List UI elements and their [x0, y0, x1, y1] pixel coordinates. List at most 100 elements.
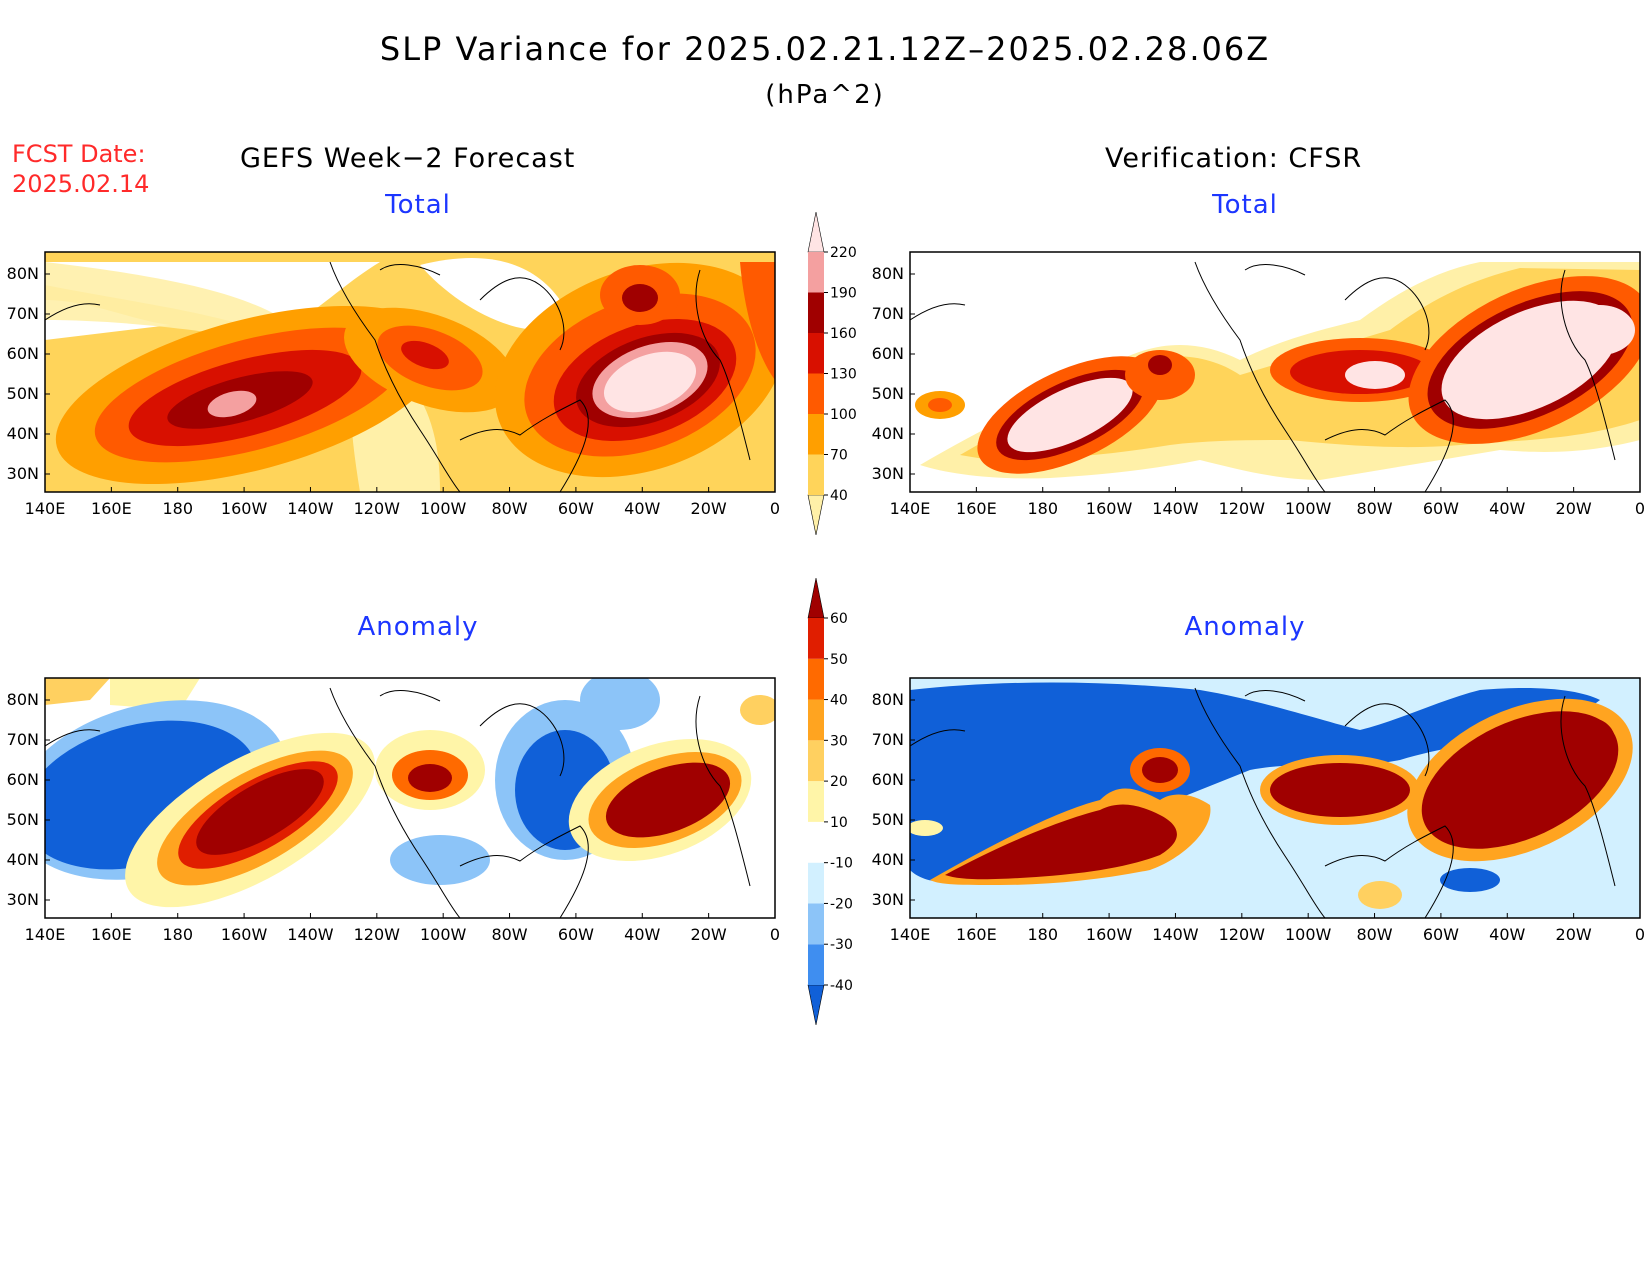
forecast-anomaly-lon-label: 140E — [25, 925, 66, 944]
colorbar-swatch — [808, 821, 824, 863]
verification-total-lat-label: 80N — [872, 264, 904, 283]
verification-total-lon-label: 0 — [1635, 499, 1645, 518]
forecast-column-title: GEFS Week−2 Forecast — [240, 143, 576, 174]
forecast-anomaly-lon-label: 120W — [354, 925, 401, 944]
verification-total-lon-label: 80W — [1356, 499, 1392, 518]
colorbar-tick-label: 60 — [830, 611, 848, 627]
forecast-total-lon-label: 60W — [558, 499, 594, 518]
forecast-anomaly-lat-label: 80N — [7, 690, 39, 709]
figure-title: SLP Variance for 2025.02.21.12Z–2025.02.… — [379, 30, 1271, 68]
colorbar-tick-label: 70 — [830, 448, 848, 464]
colorbar-tick-label: -40 — [830, 978, 853, 994]
total-colorbar: 40 70 100 130 160 190 220 — [807, 211, 857, 536]
verification-anomaly-map — [909, 677, 1641, 919]
verification-total-lon-label: 140E — [890, 499, 931, 518]
fcst-date-label: FCST Date: — [12, 140, 146, 168]
forecast-total-lon-label: 140W — [287, 499, 334, 518]
forecast-total-lat-label: 40N — [7, 424, 39, 443]
forecast-total-lon-label: 140E — [25, 499, 66, 518]
colorbar-swatch — [808, 944, 824, 985]
verification-anomaly-lon-label: 100W — [1285, 925, 1332, 944]
fcst-date-value: 2025.02.14 — [12, 170, 150, 198]
verification-total-lon-label: 20W — [1556, 499, 1592, 518]
forecast-total-title: Total — [385, 190, 451, 220]
verification-total-lon-label: 140W — [1152, 499, 1199, 518]
verification-anomaly-lat-label: 60N — [872, 770, 904, 789]
verification-total-lat-label: 40N — [872, 424, 904, 443]
colorbar-swatch — [808, 781, 824, 822]
forecast-total-lat-label: 70N — [7, 304, 39, 323]
forecast-total-lat-label: 50N — [7, 384, 39, 403]
verification-total-lon-label: 100W — [1285, 499, 1332, 518]
verification-total-lon-label: 160E — [956, 499, 997, 518]
colorbar-tick-label: 40 — [830, 693, 848, 709]
verification-anomaly-lon-label: 160W — [1086, 925, 1133, 944]
verification-anomaly-lon-label: 20W — [1556, 925, 1592, 944]
verification-anomaly-lat-label: 30N — [872, 890, 904, 909]
verification-total-lat-label: 30N — [872, 464, 904, 483]
colorbar-tick-label: 160 — [830, 326, 857, 342]
verification-total-lat-label: 60N — [872, 344, 904, 363]
verification-anomaly-lon-label: 60W — [1423, 925, 1459, 944]
verification-anomaly-lon-label: 40W — [1489, 925, 1525, 944]
verification-total-lon-label: 180 — [1027, 499, 1058, 518]
forecast-total-lon-label: 80W — [491, 499, 527, 518]
forecast-total-lat-label: 60N — [7, 344, 39, 363]
colorbar-swatch — [808, 292, 824, 333]
forecast-anomaly-lon-label: 100W — [420, 925, 467, 944]
verification-total-lon-label: 40W — [1489, 499, 1525, 518]
verification-total-lon-label: 60W — [1423, 499, 1459, 518]
verification-anomaly-lon-label: 140W — [1152, 925, 1199, 944]
colorbar-tick-label: 40 — [830, 488, 848, 504]
forecast-anomaly-lon-label: 80W — [491, 925, 527, 944]
verification-total-map — [909, 251, 1641, 493]
colorbar-tick-label: -10 — [830, 856, 853, 872]
verification-anomaly-lon-label: 80W — [1356, 925, 1392, 944]
units-label: (hPa^2) — [765, 80, 885, 110]
forecast-anomaly-lat-label: 60N — [7, 770, 39, 789]
forecast-anomaly-lat-label: 70N — [7, 730, 39, 749]
forecast-anomaly-lon-label: 40W — [624, 925, 660, 944]
verification-total-lat-label: 50N — [872, 384, 904, 403]
colorbar-swatch — [808, 740, 824, 782]
verification-column-title: Verification: CFSR — [1105, 143, 1363, 174]
anomaly-colorbar: -40 -30 -20 -10 10 20 30 40 50 60 — [807, 577, 853, 1026]
colorbar-tick-label: 30 — [830, 733, 848, 749]
verification-total-lon-label: 160W — [1086, 499, 1133, 518]
forecast-total-map — [44, 251, 776, 493]
verification-anomaly-lat-label: 50N — [872, 810, 904, 829]
verification-anomaly-lon-label: 180 — [1027, 925, 1058, 944]
verification-anomaly-lat-label: 40N — [872, 850, 904, 869]
forecast-total-lon-label: 180 — [162, 499, 193, 518]
forecast-anomaly-lat-label: 50N — [7, 810, 39, 829]
colorbar-swatch — [808, 373, 824, 414]
forecast-anomaly-title: Anomaly — [357, 612, 479, 642]
verification-total-lat-label: 70N — [872, 304, 904, 323]
forecast-anomaly-lon-label: 180 — [162, 925, 193, 944]
forecast-total-lon-label: 120W — [354, 499, 401, 518]
colorbar-swatch — [808, 699, 824, 741]
forecast-anomaly-lon-label: 160E — [91, 925, 132, 944]
colorbar-tick-label: 10 — [830, 815, 848, 831]
colorbar-tick-label: 220 — [830, 245, 857, 261]
axis-labels: 80N 70N 60N 50N 40N 30N 140E 160E 180 160W 140W 120… — [7, 264, 1645, 944]
colorbar-tick-label: 50 — [830, 652, 848, 668]
forecast-total-lat-label: 30N — [7, 464, 39, 483]
colorbar-swatch — [808, 252, 824, 293]
colorbar-tick-label: 100 — [830, 407, 857, 423]
verification-anomaly-lat-label: 80N — [872, 690, 904, 709]
forecast-anomaly-lat-label: 40N — [7, 850, 39, 869]
forecast-anomaly-lon-label: 60W — [558, 925, 594, 944]
colorbar-tick-label: 20 — [830, 774, 848, 790]
forecast-anomaly-map — [44, 677, 776, 919]
colorbar-swatch — [808, 414, 824, 455]
colorbar-swatch — [808, 903, 824, 945]
colorbar-tick-label: 190 — [830, 286, 857, 302]
colorbar-swatch — [808, 618, 824, 659]
verification-total-lon-label: 120W — [1219, 499, 1266, 518]
verification-anomaly-title: Anomaly — [1184, 612, 1306, 642]
forecast-anomaly-lon-label: 20W — [691, 925, 727, 944]
forecast-total-lon-label: 160W — [221, 499, 268, 518]
forecast-total-lat-label: 80N — [7, 264, 39, 283]
